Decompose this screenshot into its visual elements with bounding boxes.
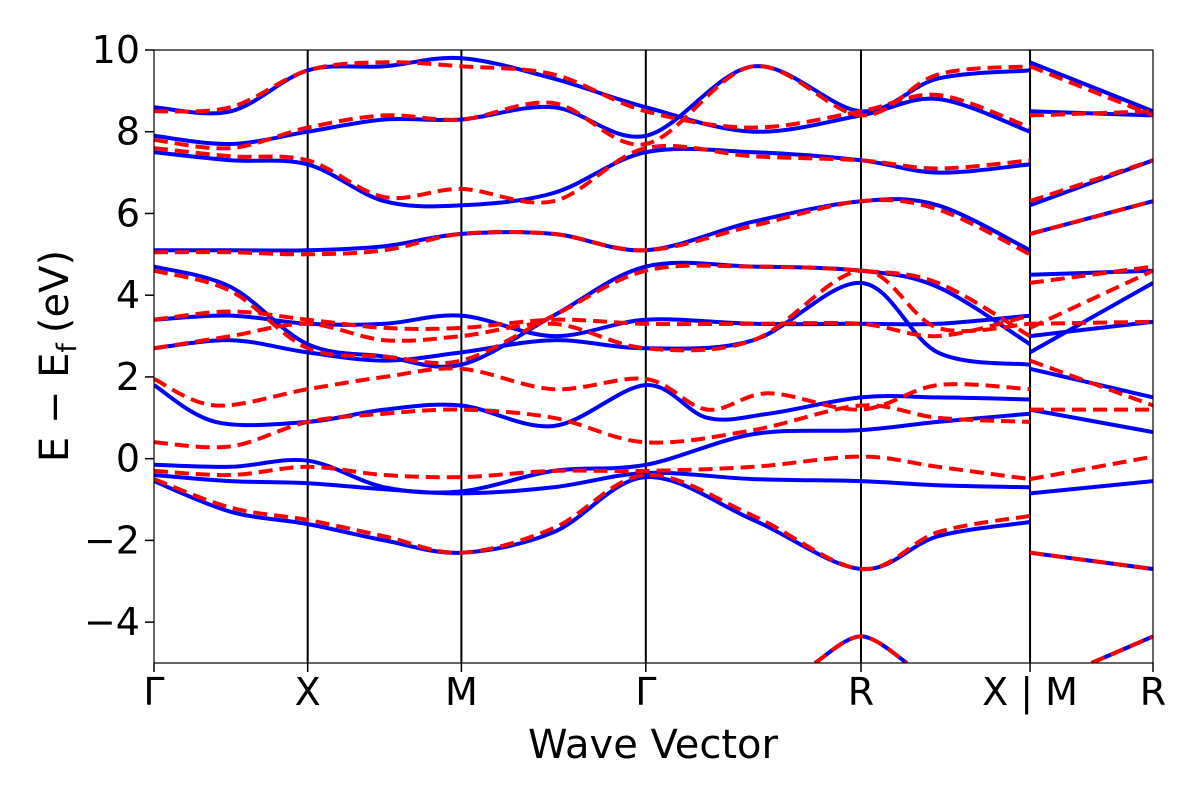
bands-layer xyxy=(154,55,1153,663)
band-line-solid-5-1 xyxy=(1029,319,1153,339)
band-line-dashed-0-0 xyxy=(154,472,1031,572)
band-line-dashed-6-0 xyxy=(154,263,1032,366)
y-tick-label-0: −4 xyxy=(84,600,140,644)
x-tick-label-6: R xyxy=(1140,670,1166,714)
y-axis-label-sub: f xyxy=(52,342,83,353)
y-tick-label-7: 10 xyxy=(92,28,140,72)
band-line-dashed-6-1 xyxy=(1029,264,1153,285)
y-axis-ticks: −4 −2 0 2 4 6 8 10 xyxy=(84,28,154,644)
band-line-solid-3-0 xyxy=(154,383,1031,429)
x-tick-label-2: M xyxy=(445,670,478,714)
band-line-solid-9-0 xyxy=(154,64,1031,147)
band-line-dashed-2-0 xyxy=(154,403,1031,450)
band-line-solid-9-1 xyxy=(1029,60,1153,114)
band-line-solid-6-0 xyxy=(154,260,1032,369)
band-line-solid-8-0 xyxy=(154,146,1031,209)
band-line-dashed-5-1 xyxy=(1029,319,1153,326)
x-axis-label: Wave Vector xyxy=(528,722,779,768)
band-line-solid-2-1 xyxy=(1029,407,1153,435)
band-line-solid-1-1 xyxy=(1029,479,1153,496)
band-line-dashed-7-0 xyxy=(154,198,1031,257)
band-line-dashed-3-1 xyxy=(1029,358,1153,408)
band-line-dashed-3-0 xyxy=(154,366,1031,412)
x-tick-label-3: Γ xyxy=(635,670,656,714)
band-line-dashed-12-0 xyxy=(1090,634,1153,663)
band-line-dashed-9-0 xyxy=(154,64,1031,151)
band-line-dashed-7-1 xyxy=(1029,199,1153,236)
band-line-dashed-8-0 xyxy=(154,143,1031,205)
band-line-solid-10-0 xyxy=(154,55,1031,134)
band-line-dashed-9-1 xyxy=(1029,64,1153,118)
plot-frame xyxy=(153,49,1154,664)
x-axis-ticks: Γ X M Γ R X | M R xyxy=(143,663,1166,715)
band-line-solid-10-1 xyxy=(1029,109,1153,118)
y-axis-label: E − Ef (eV) xyxy=(32,250,83,462)
series-dashed xyxy=(154,60,1153,663)
band-line-solid-4-0 xyxy=(154,280,1031,367)
band-line-solid-5-0 xyxy=(154,313,1031,339)
x-tick-label-5: X | M xyxy=(982,670,1078,715)
y-axis-label-main: E − E xyxy=(32,353,78,463)
y-tick-label-6: 8 xyxy=(116,110,140,154)
x-tick-label-1: X xyxy=(295,670,321,714)
y-tick-label-5: 6 xyxy=(116,191,140,235)
band-line-dashed-11-0 xyxy=(813,634,909,663)
band-line-dashed-0-1 xyxy=(1029,550,1153,571)
x-tick-label-4: R xyxy=(848,670,874,714)
y-tick-label-2: 0 xyxy=(116,437,140,481)
y-tick-label-1: −2 xyxy=(84,518,140,562)
x-tick-label-0: Γ xyxy=(143,670,164,714)
y-tick-label-4: 4 xyxy=(116,273,140,317)
band-line-dashed-1-1 xyxy=(1029,454,1153,482)
band-line-solid-6-1 xyxy=(1029,268,1153,277)
band-line-solid-1-0 xyxy=(154,470,1031,496)
band-line-solid-4-1 xyxy=(1029,281,1153,355)
band-line-dashed-4-0 xyxy=(154,268,1031,353)
y-tick-label-3: 2 xyxy=(116,355,140,399)
band-line-dashed-8-1 xyxy=(1029,158,1153,204)
band-line-dashed-10-1 xyxy=(1029,109,1153,118)
y-axis-label-unit: (eV) xyxy=(32,250,78,333)
band-line-dashed-10-0 xyxy=(154,60,1031,130)
